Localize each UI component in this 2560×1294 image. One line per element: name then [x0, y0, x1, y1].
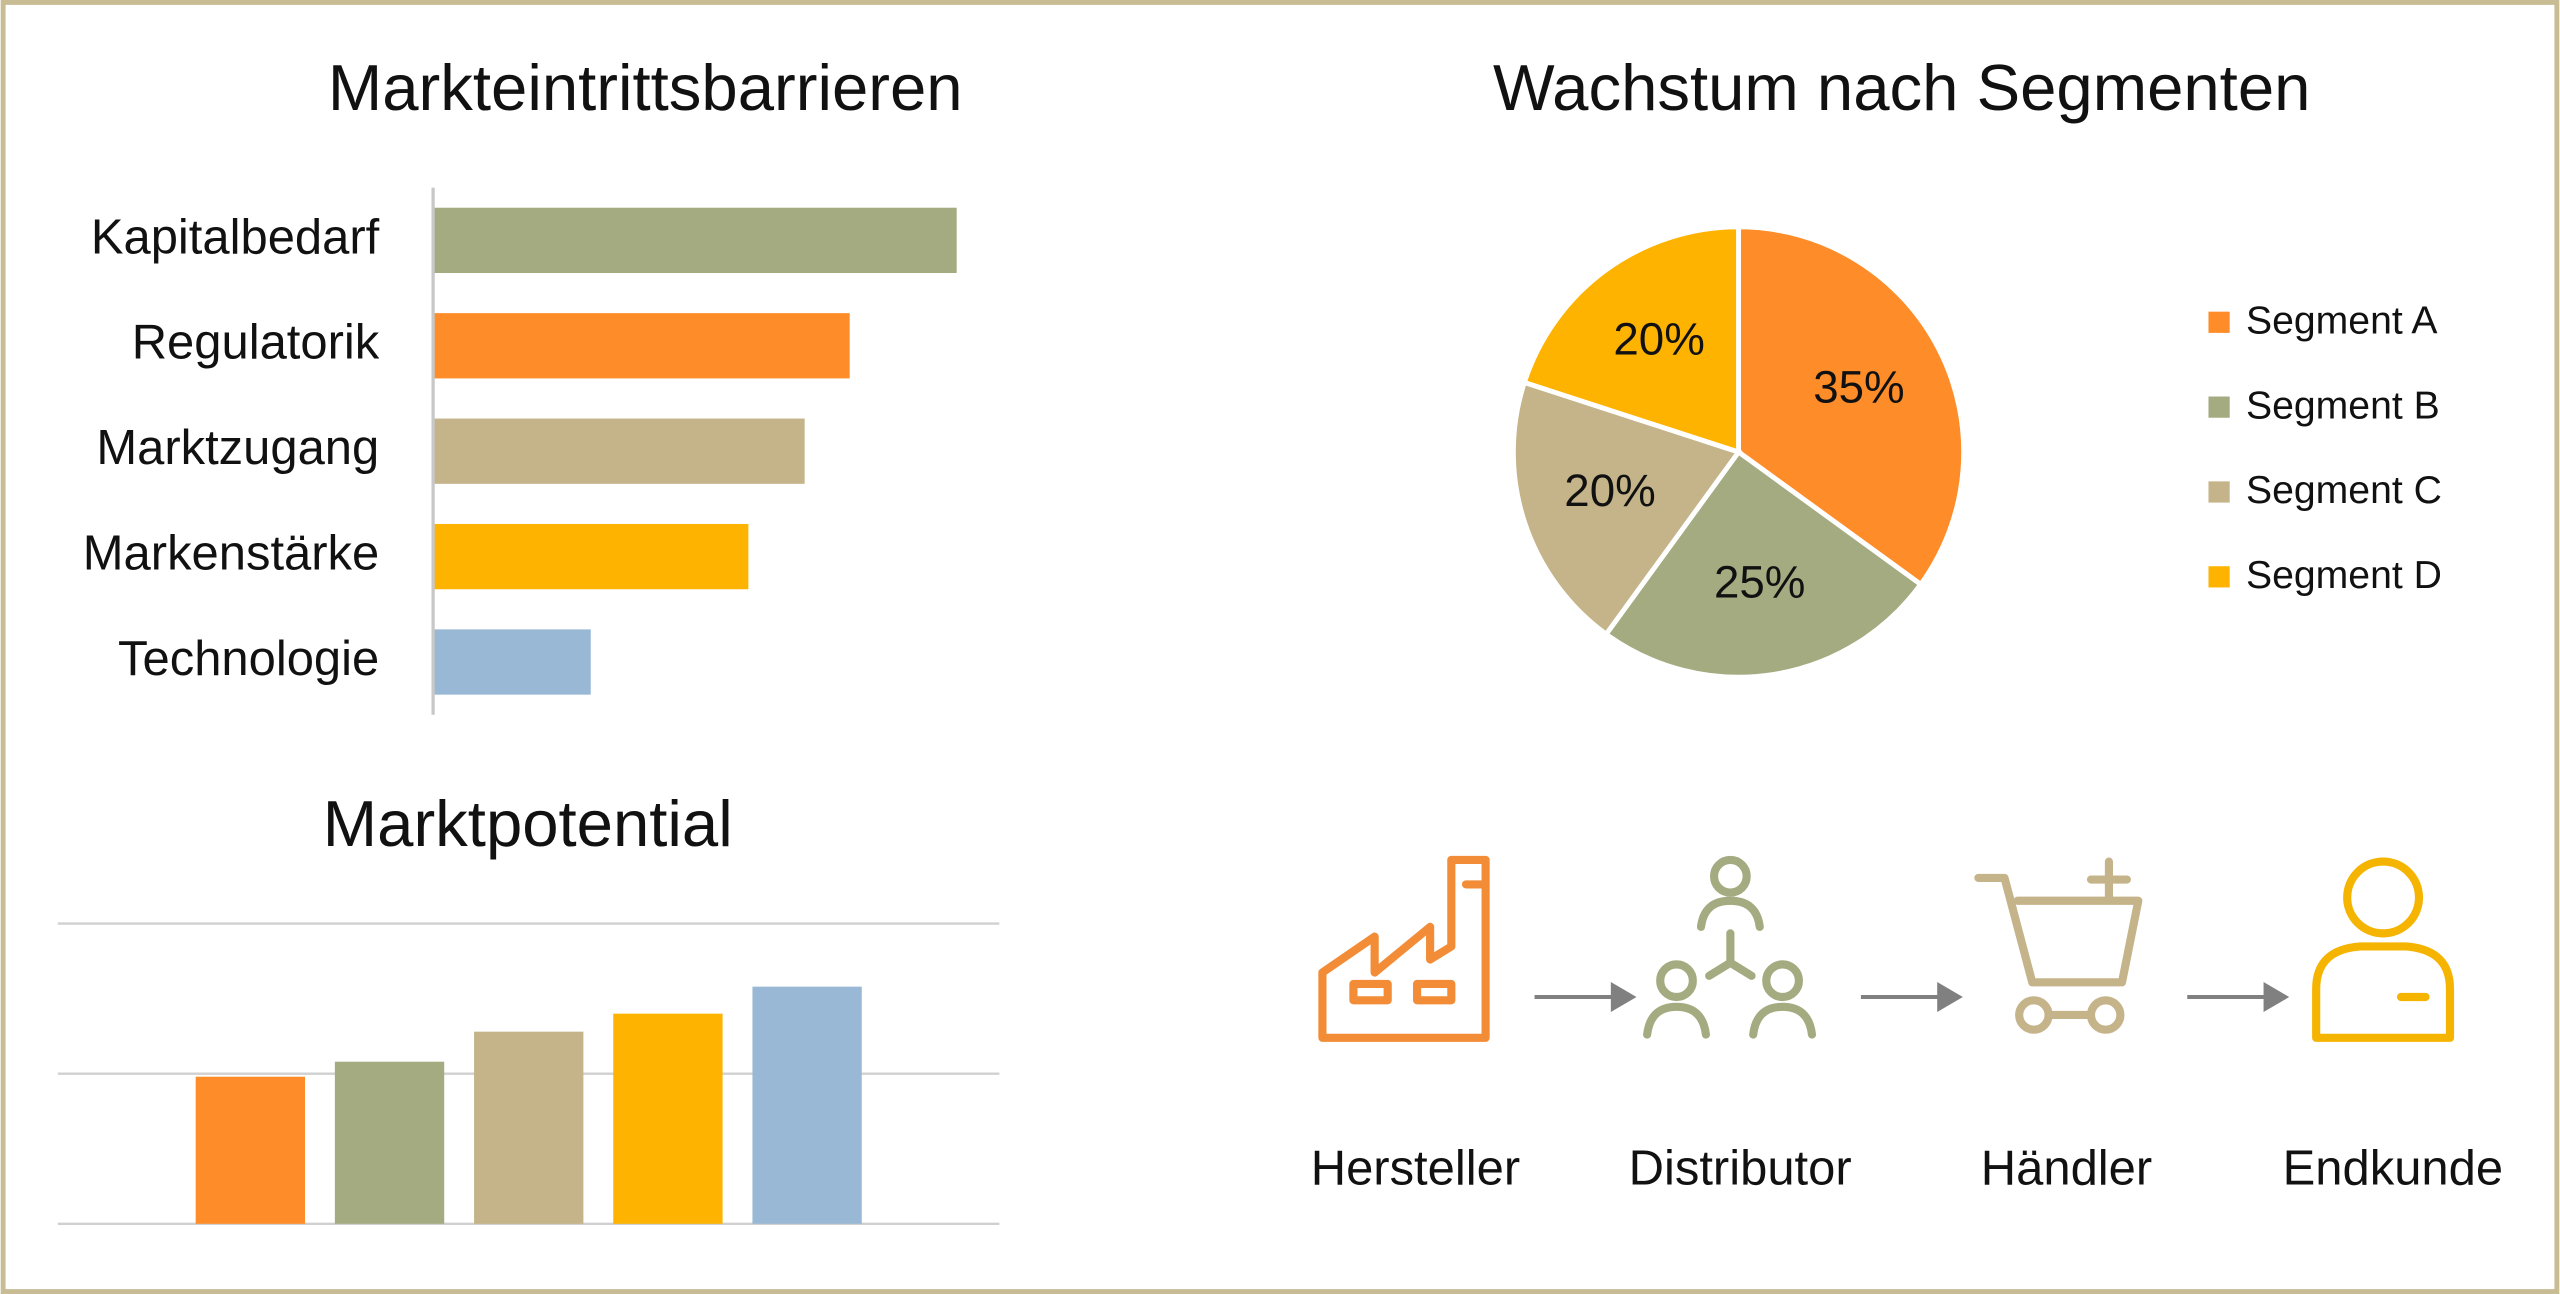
bar — [752, 986, 862, 1224]
flow-icons — [1318, 855, 2455, 1042]
factory-icon — [1318, 855, 1490, 1042]
bar — [613, 1013, 723, 1224]
flow-label: Distributor — [1629, 1142, 1852, 1196]
pie-slice — [1602, 448, 1925, 680]
legend-swatch — [2208, 311, 2230, 333]
legend-swatch — [2208, 396, 2230, 418]
person-icon — [2312, 857, 2455, 1042]
pie-slice — [1521, 224, 1741, 456]
data-label: 20% — [1564, 465, 1655, 516]
cart-icon — [1974, 857, 2143, 1034]
bar — [195, 1076, 306, 1224]
flow-label: Endkunde — [2283, 1142, 2503, 1196]
data-label: 35% — [1813, 362, 1904, 413]
y-tick-label: Regulatorik — [132, 316, 380, 370]
legend-swatch — [2208, 481, 2230, 503]
y-tick-label: Kapitalbedarf — [91, 210, 380, 264]
y-tick-label: Markenstärke — [83, 527, 379, 581]
pie-slice — [1736, 224, 1967, 588]
flow-label: Hersteller — [1311, 1142, 1520, 1196]
legend-swatch — [2208, 566, 2230, 588]
bar — [433, 418, 805, 484]
legend-label: Segment B — [2246, 384, 2440, 427]
bar — [474, 1031, 584, 1224]
bar — [433, 629, 591, 695]
y-tick-label: Marktzugang — [96, 421, 379, 475]
legend-label: Segment A — [2246, 299, 2438, 342]
network-icon — [1643, 855, 1817, 1039]
chart-title: Marktpotential — [323, 787, 733, 860]
legend-label: Segment D — [2246, 554, 2442, 597]
bar — [433, 207, 957, 273]
chart-title: Wachstum nach Segmenten — [1493, 51, 2310, 124]
y-tick-label: Technologie — [118, 632, 379, 686]
bar — [433, 313, 850, 379]
bar — [334, 1061, 445, 1224]
flow-arrows — [1534, 982, 2290, 1012]
data-label: 25% — [1714, 557, 1805, 608]
bar — [433, 523, 749, 590]
chart-title: Markteintrittsbarrieren — [328, 51, 963, 124]
pie-slice — [1510, 379, 1743, 638]
flow-label: Händler — [1981, 1142, 2152, 1196]
legend-label: Segment C — [2246, 469, 2442, 512]
data-label: 20% — [1613, 314, 1704, 365]
